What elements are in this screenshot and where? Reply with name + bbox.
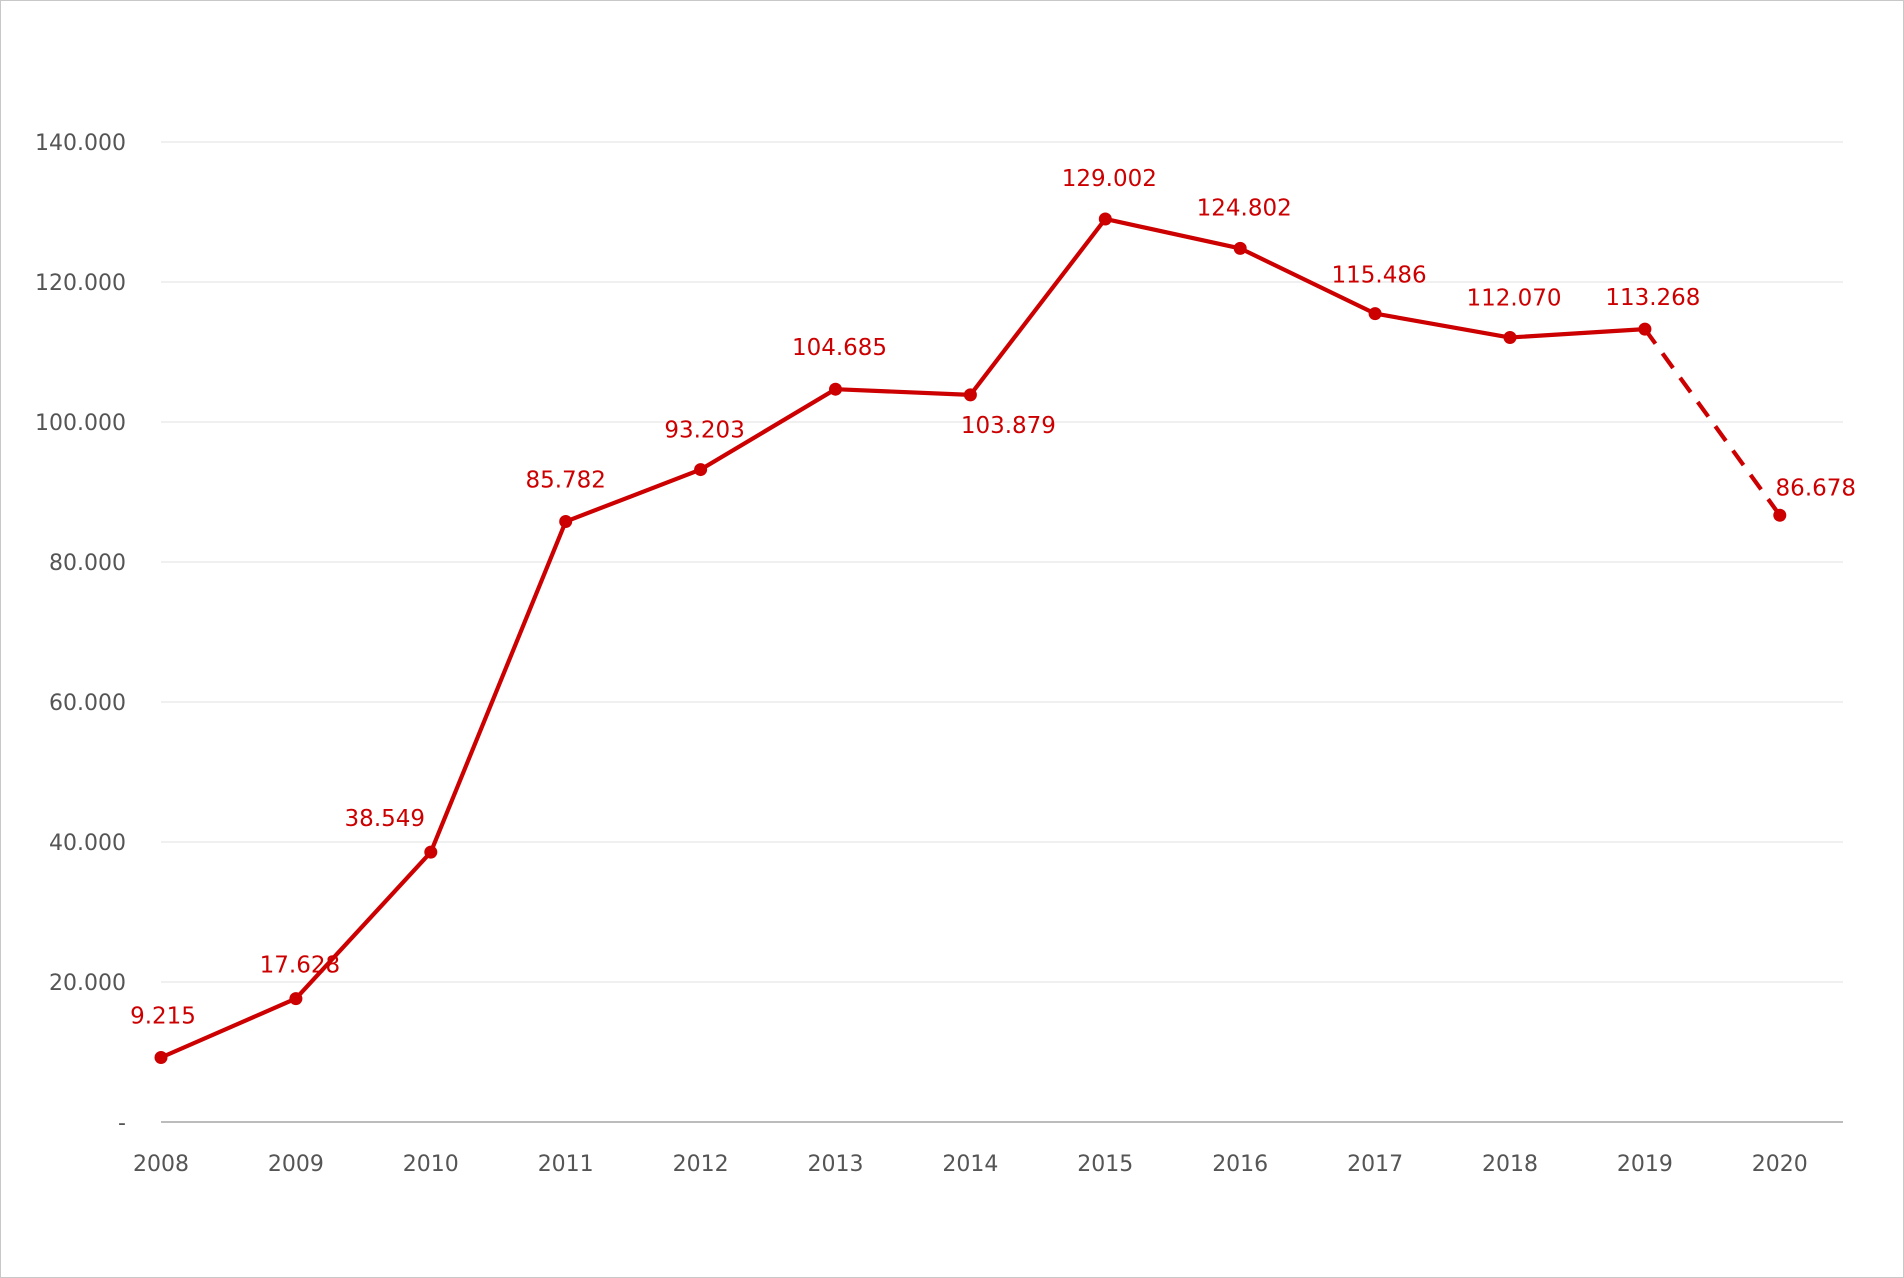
x-tick-label: 2009 [268,1152,324,1177]
data-label: 9.215 [130,1003,196,1029]
data-point [1368,307,1382,321]
data-label: 124.802 [1197,195,1292,221]
data-point [424,845,438,859]
data-label: 129.002 [1062,166,1157,192]
y-tick-label: 80.000 [49,551,126,576]
y-tick-label: 60.000 [49,691,126,716]
data-point [289,992,303,1006]
x-tick-label: 2008 [133,1152,189,1177]
data-labels: 9.215 17.628 38.549 85.782 93.203 104.685 103.… [130,166,1856,1030]
x-tick-label: 2017 [1347,1152,1403,1177]
data-label: 103.879 [961,413,1056,439]
data-label: 113.268 [1605,285,1700,311]
data-point [1233,241,1247,255]
x-tick-label: 2019 [1617,1152,1673,1177]
data-label: 17.628 [260,953,340,979]
data-label: 38.549 [345,806,425,832]
y-tick-label: - [118,1111,126,1136]
x-tick-label: 2020 [1752,1152,1808,1177]
x-tick-label: 2014 [942,1152,998,1177]
data-point [1503,331,1517,345]
y-tick-label: 140.000 [35,131,126,156]
data-points [154,212,1787,1064]
y-axis-ticks: - 20.000 40.000 60.000 80.000 100.000 120.000 1… [35,131,126,1136]
x-tick-label: 2013 [808,1152,864,1177]
x-tick-label: 2018 [1482,1152,1538,1177]
y-tick-label: 100.000 [35,411,126,436]
y-tick-label: 40.000 [49,831,126,856]
data-point [559,515,573,529]
x-tick-label: 2015 [1077,1152,1133,1177]
series-line-dashed [1643,327,1782,517]
data-label: 112.070 [1466,286,1561,312]
data-point [963,388,977,402]
x-axis-ticks: 2008 2009 2010 2011 2012 2013 2014 2015 2016 2017… [133,1152,1808,1177]
data-point [829,382,842,396]
x-tick-label: 2011 [538,1152,594,1177]
data-point [1638,322,1652,336]
series-line [158,216,1782,1060]
gridlines [161,141,1843,983]
data-label: 104.685 [792,335,887,361]
data-point [694,463,708,477]
x-tick-label: 2016 [1212,1152,1268,1177]
data-point [1773,508,1787,522]
x-tick-label: 2012 [673,1152,729,1177]
data-point [154,1050,168,1064]
data-label: 115.486 [1332,263,1427,289]
y-tick-label: 20.000 [49,971,126,996]
series-line-solid [158,216,1648,1060]
x-tick-label: 2010 [403,1152,459,1177]
data-label: 86.678 [1776,475,1856,501]
data-label: 85.782 [525,468,605,494]
data-point [1098,212,1112,226]
y-tick-label: 120.000 [35,271,126,296]
data-label: 93.203 [664,418,744,444]
